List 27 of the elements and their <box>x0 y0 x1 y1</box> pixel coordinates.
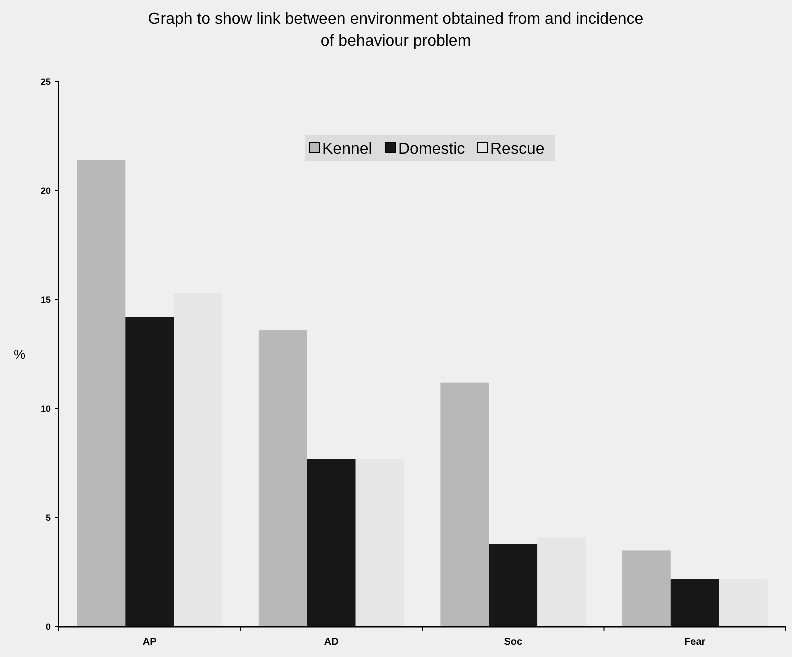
legend-label: Domestic <box>398 141 466 158</box>
bar <box>538 538 586 627</box>
bar <box>440 382 490 627</box>
y-tick-label: 20 <box>40 186 51 196</box>
y-tick-label: 5 <box>46 513 51 524</box>
y-axis-title: % <box>14 347 26 362</box>
bar <box>719 579 768 627</box>
x-tick-label: AD <box>324 637 339 648</box>
x-tick-label: AP <box>142 637 158 648</box>
x-tick-label: Fear <box>684 637 706 648</box>
bar <box>622 550 671 627</box>
y-tick-label: 10 <box>40 404 51 414</box>
y-tick-label: 0 <box>46 622 51 632</box>
bar <box>356 459 404 627</box>
legend-label: Rescue <box>490 141 545 158</box>
chart-title: Graph to show link between environment obtained from and incidence of behaviour problem <box>148 11 644 50</box>
bar <box>307 459 356 627</box>
bar <box>126 317 174 627</box>
legend-label: Kennel <box>322 141 372 158</box>
x-tick-label: Soc <box>504 637 523 648</box>
bar <box>77 160 126 627</box>
bar <box>258 330 308 627</box>
bar <box>174 293 223 627</box>
bar <box>670 579 720 627</box>
bar <box>489 544 538 627</box>
y-tick-label: 25 <box>40 77 51 88</box>
y-tick-label: 15 <box>40 295 51 306</box>
